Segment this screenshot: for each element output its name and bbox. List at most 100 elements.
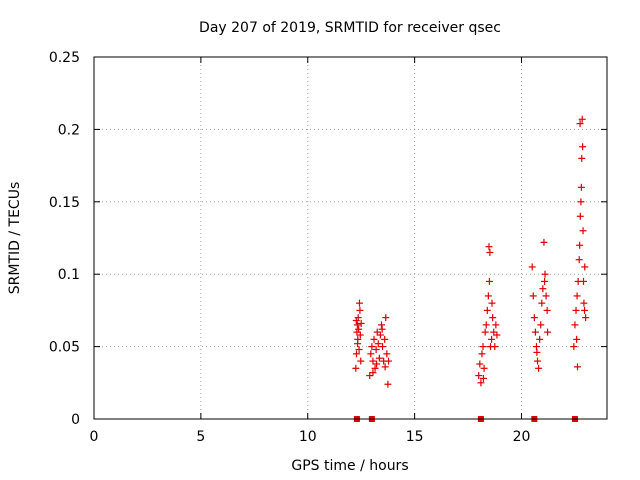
data-point (354, 340, 362, 348)
data-point (355, 299, 363, 307)
data-point (376, 331, 384, 339)
data-point (578, 115, 586, 123)
x-tick-label: 5 (196, 429, 205, 445)
data-point (488, 299, 496, 307)
plot-frame (93, 56, 608, 420)
data-point (577, 183, 585, 191)
y-tick-label: 0.25 (49, 50, 80, 66)
data-point (544, 328, 552, 336)
data-point (491, 343, 499, 351)
data-point (355, 325, 363, 333)
data-point (479, 374, 487, 382)
data-point (368, 343, 376, 351)
data-point (574, 363, 582, 371)
data-point (539, 285, 547, 293)
data-point (381, 363, 389, 371)
data-point (579, 227, 587, 235)
data-point (486, 248, 494, 256)
data-point (382, 314, 390, 322)
data-point (573, 292, 581, 300)
data-point (369, 369, 377, 377)
y-tick-labels: 0 0.05 0.1 0.15 0.2 0.25 (49, 50, 80, 428)
data-point (538, 299, 546, 307)
data-point (481, 328, 489, 336)
data-point (542, 292, 550, 300)
data-point (381, 335, 389, 343)
data-point (478, 350, 486, 358)
data-point (581, 263, 589, 271)
x-tick-labels: 0 5 10 15 20 (90, 429, 531, 445)
data-point (485, 243, 493, 251)
y-tick-label: 0.15 (49, 195, 80, 211)
data-point (377, 321, 385, 329)
data-point (355, 345, 363, 353)
data-point (356, 306, 364, 314)
data-point (537, 321, 545, 329)
data-point (535, 364, 543, 372)
data-point (577, 198, 585, 206)
data-point (573, 335, 581, 343)
data-point (543, 306, 551, 314)
data-point (480, 364, 488, 372)
data-point (582, 314, 590, 322)
data-point (373, 360, 381, 368)
data-point (372, 345, 380, 353)
data-point (383, 350, 391, 358)
data-point (571, 321, 579, 329)
data-point (356, 331, 364, 339)
data-point (485, 277, 493, 285)
data-point (352, 350, 360, 358)
data-point (379, 343, 387, 351)
data-point (541, 270, 549, 278)
data-point (492, 321, 500, 329)
data-point (530, 314, 538, 322)
data-point (580, 299, 588, 307)
data-point (353, 321, 361, 329)
data-point (482, 321, 490, 329)
data-point (378, 325, 386, 333)
data-point (531, 328, 539, 336)
x-tick-label: 10 (299, 429, 317, 445)
data-point (475, 372, 483, 380)
y-axis-title: SRMTID / TECUs (7, 182, 23, 295)
data-point (384, 380, 392, 388)
data-point (357, 319, 365, 327)
data-point (576, 120, 584, 128)
y-tick-label: 0.05 (49, 340, 80, 356)
data-point (488, 335, 496, 343)
data-point (385, 357, 393, 365)
data-point (352, 317, 360, 325)
data-point (576, 241, 584, 249)
data-point (370, 335, 378, 343)
x-axis-title: GPS time / hours (291, 458, 408, 474)
data-point (493, 331, 501, 339)
x-tick-label: 0 (90, 429, 99, 445)
data-point (483, 306, 491, 314)
data-point (579, 143, 587, 151)
data-point (534, 357, 542, 365)
data-point (529, 292, 537, 300)
data-point (579, 277, 587, 285)
data-point (581, 306, 589, 314)
data-point (479, 343, 487, 351)
data-point (533, 348, 541, 356)
x-tick-label: 20 (513, 429, 531, 445)
x-tick-label: 15 (406, 429, 424, 445)
data-point (541, 277, 549, 285)
grid (94, 57, 607, 419)
data-point (477, 379, 485, 387)
y-tick-label: 0.1 (58, 267, 80, 283)
data-point (570, 343, 578, 351)
data-point (528, 263, 536, 271)
data-point (371, 364, 379, 372)
data-point (484, 292, 492, 300)
data-point (476, 360, 484, 368)
data-point (578, 154, 586, 162)
y-tick-label: 0 (71, 412, 80, 428)
data-point (489, 314, 497, 322)
data-point (375, 354, 383, 362)
data-points (352, 115, 590, 388)
data-point (374, 340, 382, 348)
